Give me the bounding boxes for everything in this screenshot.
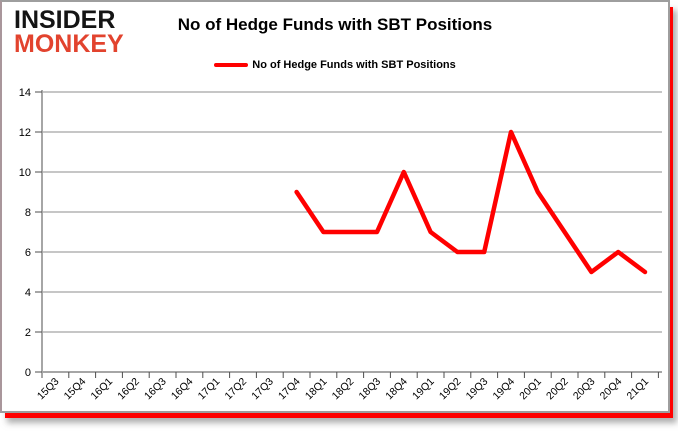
x-axis-tick-label: 19Q1 (410, 376, 437, 403)
x-axis-tick-label: 19Q3 (464, 376, 491, 403)
x-axis-tick-label: 19Q2 (437, 376, 464, 403)
x-axis-tick-label: 18Q3 (356, 376, 383, 403)
x-axis-tick-label: 17Q4 (276, 376, 303, 403)
logo-text-monkey: MONKEY (14, 29, 124, 58)
logo-text-insider: INSIDER (14, 6, 116, 34)
x-axis-tick-label: 18Q2 (330, 376, 357, 403)
x-axis-tick-label: 18Q1 (303, 376, 330, 403)
chart-card: INSIDER MONKEY No of Hedge Funds with SB… (0, 0, 670, 413)
y-axis-tick-label: 10 (19, 167, 31, 179)
x-axis-tick-label: 17Q1 (196, 376, 223, 403)
y-axis-tick-label: 0 (25, 367, 31, 379)
x-axis-tick-label: 18Q4 (383, 376, 410, 403)
y-axis-tick-label: 2 (25, 327, 31, 339)
x-axis-tick-label: 15Q3 (35, 376, 62, 403)
x-axis-tick-label: 16Q3 (142, 376, 169, 403)
x-axis-tick-label: 20Q2 (544, 376, 571, 403)
x-axis-tick-label: 19Q4 (490, 376, 517, 403)
x-axis-tick-label: 17Q2 (222, 376, 249, 403)
x-axis-tick-label: 17Q3 (249, 376, 276, 403)
data-line (294, 129, 648, 275)
insider-monkey-logo: INSIDER MONKEY (14, 6, 124, 58)
x-axis-tick-label: 20Q1 (517, 376, 544, 403)
y-axis-tick-label: 6 (25, 247, 31, 259)
x-axis-tick-label: 16Q4 (169, 376, 196, 403)
x-axis-tick-label: 21Q1 (624, 376, 651, 403)
x-axis-tick-label: 20Q4 (598, 376, 625, 403)
legend-label: No of Hedge Funds with SBT Positions (252, 59, 456, 71)
y-axis-tick-label: 4 (25, 287, 31, 299)
y-axis-tick-label: 8 (25, 207, 31, 219)
y-axis-tick-label: 12 (19, 127, 31, 139)
chart-legend: No of Hedge Funds with SBT Positions (2, 59, 668, 71)
legend-line-swatch (214, 63, 249, 67)
x-axis-tick-label: 16Q1 (88, 376, 115, 403)
x-axis-tick-label: 15Q4 (62, 376, 89, 403)
chart-title: No of Hedge Funds with SBT Positions (177, 15, 493, 34)
x-axis-tick-label: 16Q2 (115, 376, 142, 403)
x-axis-tick-label: 20Q3 (571, 376, 598, 403)
y-axis-tick-label: 14 (19, 87, 31, 99)
